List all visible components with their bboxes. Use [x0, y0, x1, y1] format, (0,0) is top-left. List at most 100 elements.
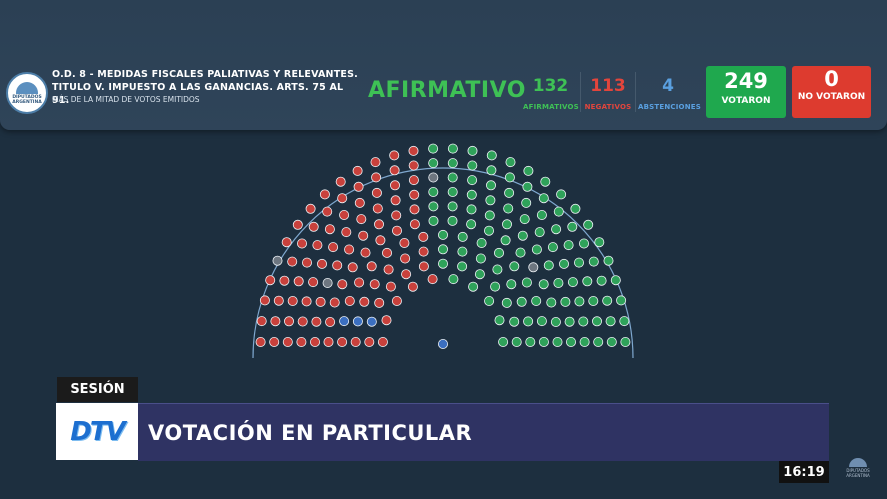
- seat: [603, 255, 614, 266]
- seat: [347, 262, 358, 273]
- seat: [564, 316, 575, 327]
- seat: [279, 275, 290, 286]
- seat: [390, 195, 401, 206]
- seat: [567, 277, 578, 288]
- seat: [329, 297, 340, 308]
- seat: [372, 203, 383, 214]
- seat: [391, 225, 402, 236]
- seat: [297, 316, 308, 327]
- seat: [448, 274, 459, 285]
- seat: [292, 219, 303, 230]
- seat: [399, 237, 410, 248]
- no-votaron-label: NO VOTARON: [797, 92, 866, 102]
- seat: [325, 316, 336, 327]
- votaron-value: 249: [724, 69, 768, 93]
- seat: [369, 279, 380, 290]
- seat: [296, 238, 307, 249]
- seat: [400, 253, 411, 264]
- seat: [553, 277, 564, 288]
- seat: [536, 209, 547, 220]
- hemicycle-frame: [252, 167, 634, 359]
- seat: [359, 296, 370, 307]
- seat: [352, 316, 363, 327]
- seat: [483, 225, 494, 236]
- bill-title: O.D. 8 - MEDIDAS FISCALES PALIATIVAS Y R…: [52, 69, 358, 106]
- section-tag: SESIÓN: [57, 377, 138, 402]
- seat: [337, 193, 348, 204]
- seat: [319, 189, 330, 200]
- seat: [476, 237, 487, 248]
- seat: [579, 336, 590, 347]
- seat: [322, 206, 333, 217]
- abstenciones-label: ABSTENCIONES: [638, 103, 701, 111]
- seat: [377, 336, 388, 347]
- seat: [322, 277, 333, 288]
- seat: [353, 181, 364, 192]
- majority-type: MÁS DE LA MITAD DE VOTOS EMITIDOS: [52, 95, 200, 104]
- logo-text-1: DIPUTADOS: [12, 94, 42, 100]
- seat: [546, 297, 557, 308]
- seat: [550, 316, 561, 327]
- diputados-logo: DIPUTADOS ARGENTINA: [6, 72, 48, 114]
- seat: [588, 295, 599, 306]
- seat: [567, 221, 578, 232]
- seat: [503, 203, 514, 214]
- seat: [605, 316, 616, 327]
- seat: [328, 242, 339, 253]
- seat: [485, 195, 496, 206]
- seat: [375, 235, 386, 246]
- seat: [516, 296, 527, 307]
- seat: [574, 296, 585, 307]
- negativos-count: 113 NEGATIVOS: [583, 76, 633, 111]
- seat: [579, 238, 590, 249]
- seat: [543, 260, 554, 271]
- seat: [588, 256, 599, 267]
- seat: [447, 172, 458, 183]
- president-seat: [437, 338, 448, 349]
- seat: [282, 336, 293, 347]
- seat: [540, 176, 551, 187]
- seat: [255, 336, 266, 347]
- seat: [265, 275, 276, 286]
- seat: [466, 219, 477, 230]
- seat: [616, 295, 627, 306]
- seat: [364, 336, 375, 347]
- seat: [466, 189, 477, 200]
- seat: [490, 281, 501, 292]
- seat: [256, 316, 267, 327]
- seat: [574, 257, 585, 268]
- seat: [610, 275, 621, 286]
- seat: [428, 186, 439, 197]
- seat: [337, 336, 348, 347]
- seat: [409, 189, 420, 200]
- seat: [494, 315, 505, 326]
- seat: [407, 281, 418, 292]
- seat: [301, 257, 312, 268]
- seat: [521, 277, 532, 288]
- seat: [583, 219, 594, 230]
- seat: [370, 157, 381, 168]
- seat: [559, 258, 570, 269]
- lower-third-headline: VOTACIÓN EN PARTICULAR: [148, 420, 473, 445]
- seat: [356, 214, 367, 225]
- seat: [504, 172, 515, 183]
- seat: [373, 219, 384, 230]
- seat: [358, 230, 369, 241]
- channel-logo: DTV: [56, 403, 138, 460]
- seat: [528, 262, 539, 273]
- seat: [500, 235, 511, 246]
- seat: [428, 172, 439, 183]
- vote-result: AFIRMATIVO: [368, 78, 526, 103]
- seat: [312, 240, 323, 251]
- seat: [467, 160, 478, 171]
- seat: [283, 316, 294, 327]
- seat: [517, 230, 528, 241]
- seat: [534, 227, 545, 238]
- seat: [505, 157, 516, 168]
- seat: [337, 279, 348, 290]
- seat: [408, 160, 419, 171]
- seat: [592, 316, 603, 327]
- seat: [366, 316, 377, 327]
- seat: [269, 336, 280, 347]
- seat: [468, 281, 479, 292]
